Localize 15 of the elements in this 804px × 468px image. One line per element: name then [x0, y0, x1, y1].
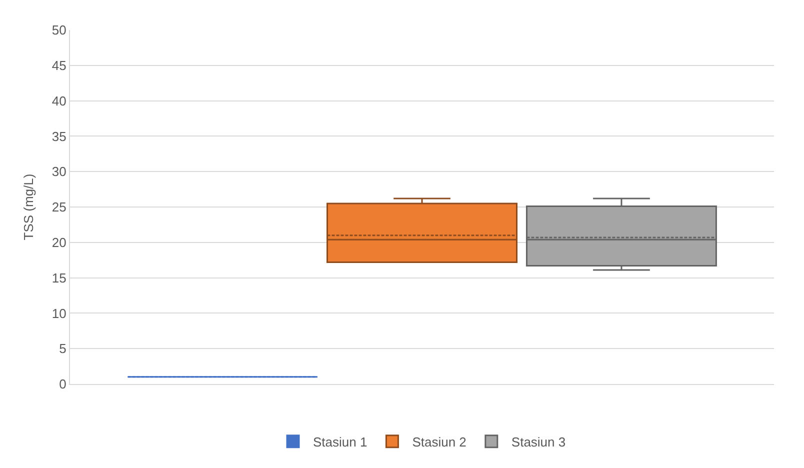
y-tick-label: 15 — [52, 270, 66, 286]
legend-label: Stasiun 2 — [412, 434, 466, 450]
y-tick-label: 20 — [52, 234, 66, 250]
y-tick-label: 30 — [52, 164, 66, 180]
y-tick-label: 0 — [59, 376, 66, 392]
y-tick-label: 40 — [52, 93, 66, 108]
legend-label: Stasiun 1 — [313, 434, 368, 450]
y-axis-title: TSS (mg/L) — [20, 174, 36, 240]
y-tick-label: 25 — [52, 200, 66, 215]
y-tick-label: 50 — [52, 22, 66, 38]
y-tick-label: 45 — [52, 58, 66, 73]
y-tick-label: 10 — [52, 306, 66, 321]
legend-label: Stasiun 3 — [511, 434, 566, 450]
y-tick-label: 5 — [59, 341, 66, 356]
y-tick-label: 35 — [52, 128, 66, 144]
